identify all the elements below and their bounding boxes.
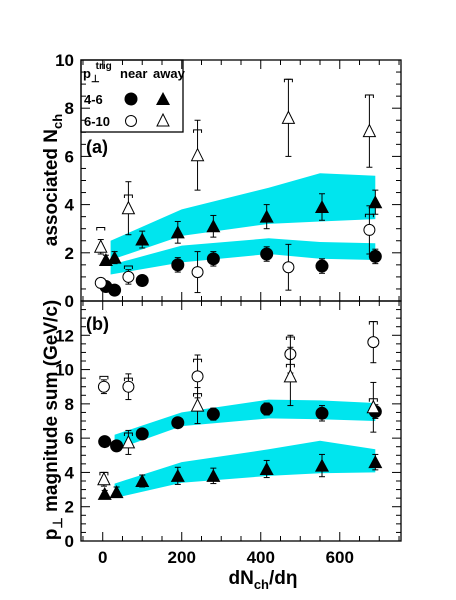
point-b-4-6-away <box>314 458 329 472</box>
legend-header-trigger: p⊥trig <box>83 61 112 85</box>
ticks-layer: 0 2 4 6 8 10 0 2 4 6 8 10 12 0 200 400 600 <box>55 51 401 567</box>
legend-header-near: near <box>120 66 147 81</box>
point-b-4-6-away <box>170 468 185 482</box>
y-tick-label-a: 4 <box>65 196 75 215</box>
point-b-6-10-near <box>122 380 135 393</box>
point-b-6-10-away <box>190 397 205 412</box>
panel-frame-b <box>80 300 402 542</box>
point-a-6-10-near <box>191 266 204 279</box>
point-b-4-6-near <box>98 435 112 449</box>
band-a-1 <box>110 173 376 260</box>
point-a-4-6-away <box>314 200 329 214</box>
point-b-4-6-away <box>368 455 383 469</box>
point-b-4-6-near <box>135 427 149 441</box>
point-a-4-6-near <box>315 259 329 273</box>
y-tick-label-a: 6 <box>65 147 74 166</box>
point-b-6-10-away <box>366 399 381 414</box>
point-a-6-10-near <box>282 261 295 274</box>
bands-layer <box>110 173 376 499</box>
band-b-1 <box>114 440 376 499</box>
legend-filled-circle-marker <box>124 92 138 106</box>
y-tick-label-b: 12 <box>55 326 74 345</box>
point-b-4-6-away <box>109 485 124 499</box>
point-b-6-10-away <box>97 471 111 486</box>
y-tick-label-b: 2 <box>65 498 74 517</box>
y-tick-label-b: 8 <box>65 395 74 414</box>
point-b-6-10-near <box>367 336 380 349</box>
point-a-6-10-away <box>121 200 136 215</box>
point-b-4-6-away <box>135 474 150 487</box>
legend-header-away: away <box>153 66 186 81</box>
x-tick-label: 200 <box>168 548 196 567</box>
point-b-4-6-near <box>260 402 274 416</box>
y-axis-title-top: associated Nch <box>41 114 65 246</box>
legend-open-triangle-marker <box>156 112 170 127</box>
point-a-4-6-near <box>108 283 122 297</box>
x-axis-title: dNch/dη <box>229 568 298 592</box>
y-tick-label-b: 0 <box>65 532 74 551</box>
y-tick-label-b: 10 <box>55 361 74 380</box>
point-a-6-10-away <box>190 147 205 162</box>
legend-row-4-6: 4-6 <box>84 92 103 107</box>
point-b-4-6-near <box>171 416 185 430</box>
y-tick-label-b: 6 <box>65 429 74 448</box>
y-tick-label-a: 8 <box>65 99 74 118</box>
x-tick-label: 0 <box>98 548 107 567</box>
marks-layer <box>93 78 383 500</box>
point-a-6-10-away <box>362 123 377 138</box>
point-a-6-10-away <box>281 110 296 124</box>
point-a-4-6-away <box>259 209 274 223</box>
x-tick-label: 400 <box>247 548 275 567</box>
point-a-4-6-near <box>135 274 149 288</box>
sys-bracket-a <box>123 265 133 270</box>
point-a-6-10-near <box>122 270 135 283</box>
legend-filled-triangle-marker <box>156 92 170 105</box>
point-a-6-10-near <box>94 276 107 289</box>
band-a-0 <box>110 238 376 275</box>
y-axis-title-bottom: p⊥ magnitude sum (GeV/c) <box>41 300 65 540</box>
point-b-6-10-near <box>97 380 110 393</box>
band-b-0 <box>114 399 376 451</box>
panel-tag-b: (b) <box>86 314 109 334</box>
sys-bracket-a <box>96 226 106 231</box>
sys-bracket-b <box>99 375 109 380</box>
point-b-6-10-away <box>283 368 298 383</box>
point-a-4-6-away <box>107 250 122 264</box>
legend: p⊥trig near away 4-6 6-10 <box>83 61 186 129</box>
point-b-6-10-away <box>121 434 136 449</box>
point-a-4-6-near <box>171 258 185 272</box>
point-a-4-6-away <box>170 225 185 239</box>
point-b-4-6-near <box>110 439 124 453</box>
point-a-4-6-away <box>368 195 383 209</box>
point-a-4-6-away <box>135 232 150 246</box>
y-tick-label-a: 0 <box>65 292 74 311</box>
legend-row-6-10: 6-10 <box>84 114 110 129</box>
y-tick-label-a: 2 <box>65 244 74 263</box>
point-a-6-10-near <box>363 223 376 236</box>
point-b-4-6-away <box>259 462 274 475</box>
legend-open-circle-marker <box>125 115 137 127</box>
point-a-6-10-away <box>93 239 108 253</box>
point-a-4-6-away <box>206 219 221 233</box>
point-b-6-10-near <box>191 370 204 383</box>
panel-tag-a: (a) <box>86 137 108 157</box>
point-a-4-6-near <box>368 249 382 263</box>
point-b-4-6-away <box>97 486 112 500</box>
point-a-4-6-near <box>260 247 274 261</box>
point-b-4-6-near <box>206 407 220 421</box>
point-a-4-6-near <box>206 252 220 266</box>
y-tick-label-a: 10 <box>55 51 74 70</box>
point-b-4-6-near <box>315 406 329 420</box>
point-b-4-6-away <box>206 468 221 482</box>
x-tick-label: 600 <box>326 548 354 567</box>
y-tick-label-b: 4 <box>65 463 75 482</box>
